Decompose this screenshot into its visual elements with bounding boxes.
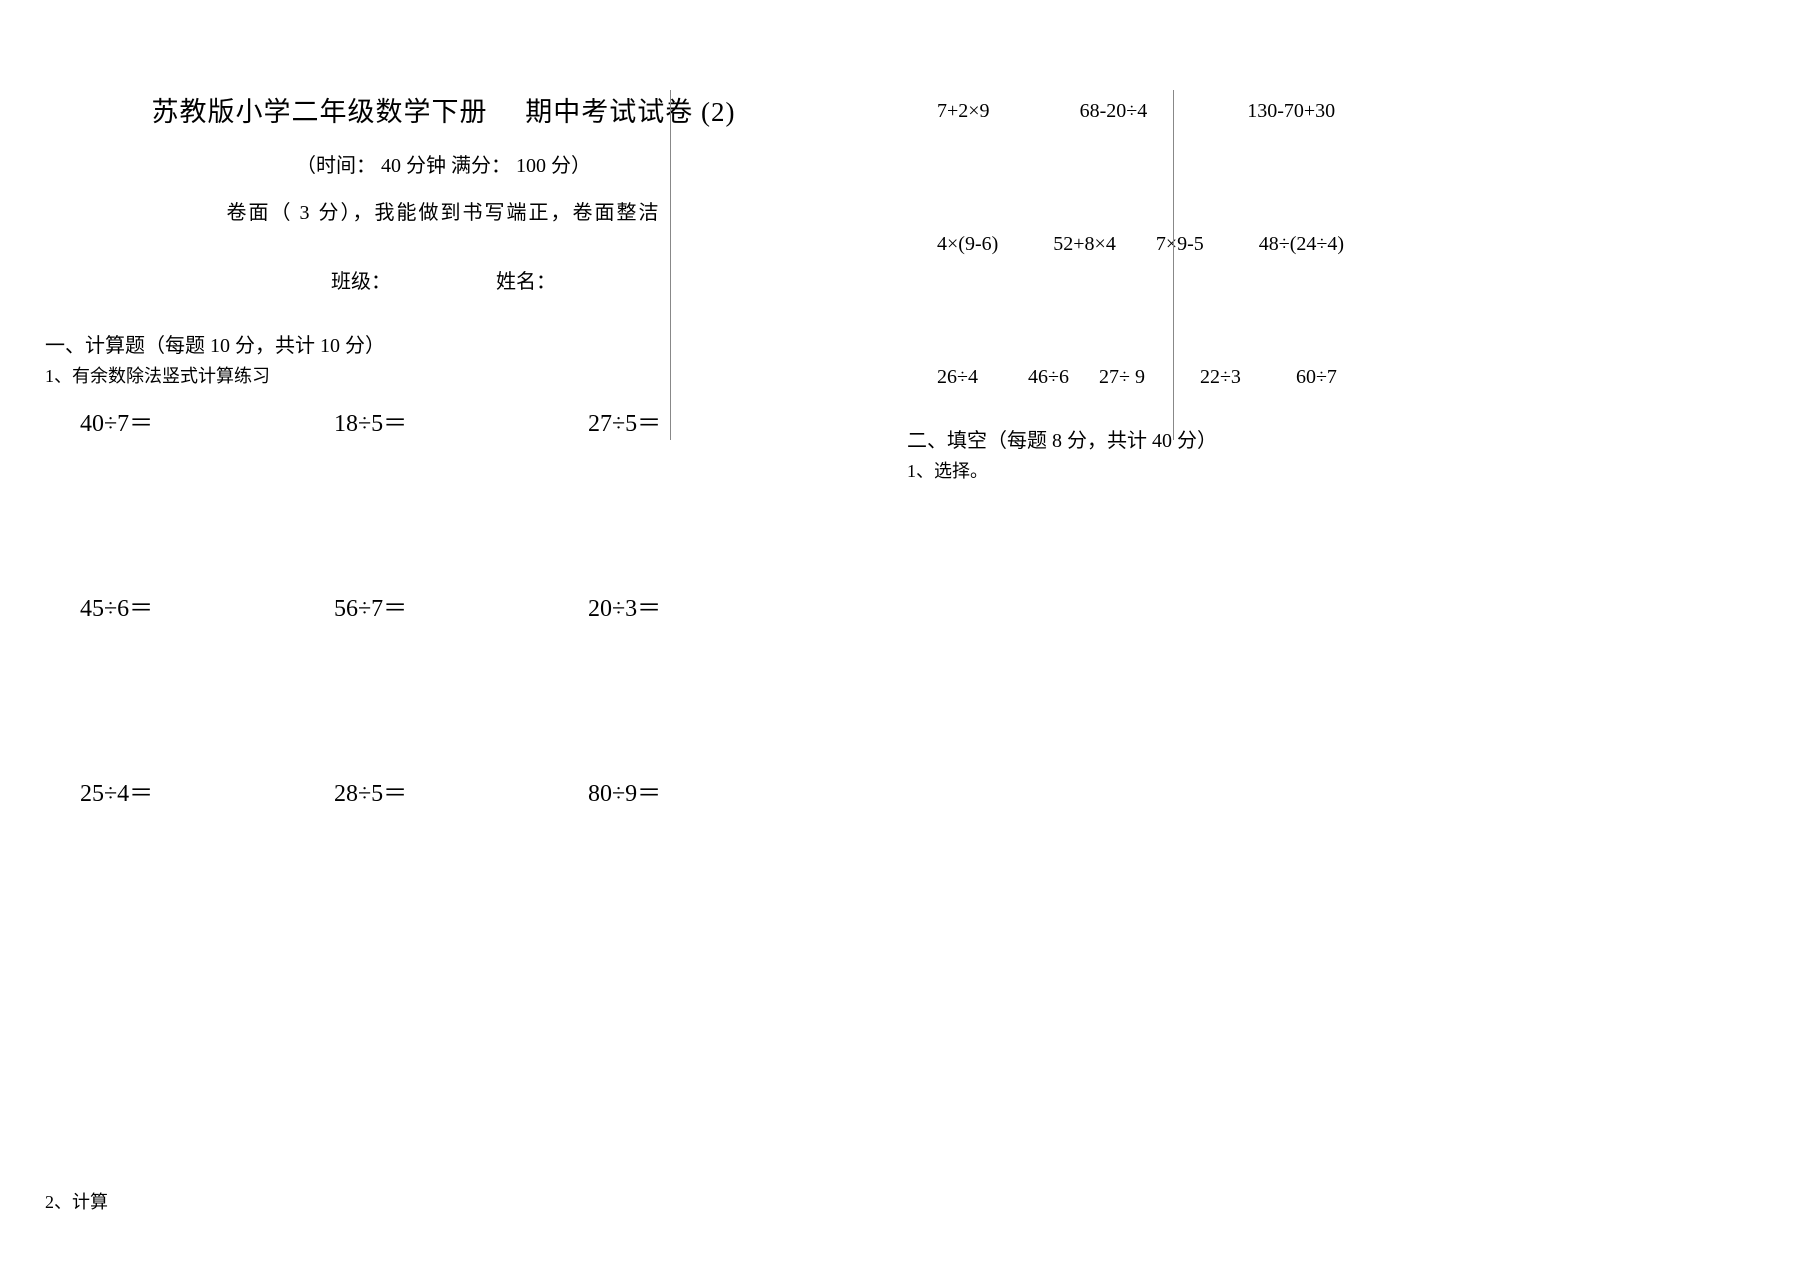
equation-cell: 7+2×9 [937, 100, 990, 123]
equation-cell: 26÷4 [937, 366, 978, 389]
column-divider-right [1173, 90, 1174, 440]
column-divider-left [670, 90, 671, 440]
right-equation-grid: 7+2×9 68-20÷4 130-70+30 4×(9-6) 52+8×4 7… [937, 100, 1744, 389]
section1-header: 一、计算题（每题 10 分，共计 10 分） [45, 329, 842, 358]
section1-sub1: 1、有余数除法竖式计算练习 [45, 362, 842, 388]
equation-cell: 40÷7＝ [80, 403, 334, 438]
equation-cell: 52+8×4 [1053, 233, 1116, 256]
left-equation-grid: 40÷7＝ 18÷5＝ 27÷5＝ 45÷6＝ 56÷7＝ 20÷3＝ 25÷4… [80, 403, 842, 808]
equation-cell: 46÷6 [1028, 366, 1069, 389]
equation-row: 40÷7＝ 18÷5＝ 27÷5＝ [80, 403, 842, 438]
document-title: 苏教版小学二年级数学下册 期中考试试卷 (2) [45, 90, 842, 129]
equation-cell: 18÷5＝ [334, 403, 588, 438]
subtitle: （时间： 40 分钟 满分： 100 分） [45, 149, 842, 178]
page-container: 苏教版小学二年级数学下册 期中考试试卷 (2) （时间： 40 分钟 满分： 1… [0, 0, 1804, 1274]
student-info-line: 班级： 姓名： [45, 265, 842, 294]
equation-cell: 56÷7＝ [334, 588, 588, 623]
section1-sub2: 2、计算 [45, 1188, 108, 1214]
equation-cell: 48÷(24÷4) [1259, 233, 1344, 256]
section2-header: 二、填空（每题 8 分，共计 40 分） [907, 424, 1744, 453]
title-sub: 期中考试试卷 (2) [525, 90, 735, 129]
equation-cell: 7×9-5 [1156, 233, 1204, 256]
equation-cell: 60÷7 [1296, 366, 1337, 389]
right-column: 7+2×9 68-20÷4 130-70+30 4×(9-6) 52+8×4 7… [902, 0, 1804, 1274]
equation-cell: 27÷ 9 [1099, 366, 1145, 389]
equation-cell: 28÷5＝ [334, 773, 588, 808]
section2-sub1: 1、选择。 [907, 457, 1744, 483]
name-label: 姓名： [496, 265, 556, 294]
equation-row: 25÷4＝ 28÷5＝ 80÷9＝ [80, 773, 842, 808]
equation-cell: 4×(9-6) [937, 233, 998, 256]
title-main: 苏教版小学二年级数学下册 [152, 90, 488, 129]
equation-cell: 130-70+30 [1247, 100, 1335, 123]
equation-row: 26÷4 46÷6 27÷ 9 22÷3 60÷7 [937, 366, 1744, 389]
instruction: 卷面（ 3 分），我能做到书写端正，卷面整洁 [45, 196, 842, 225]
equation-cell: 25÷4＝ [80, 773, 334, 808]
equation-cell: 80÷9＝ [588, 773, 842, 808]
equation-row: 7+2×9 68-20÷4 130-70+30 [937, 100, 1744, 123]
equation-row: 45÷6＝ 56÷7＝ 20÷3＝ [80, 588, 842, 623]
equation-cell: 20÷3＝ [588, 588, 842, 623]
equation-cell: 45÷6＝ [80, 588, 334, 623]
equation-cell: 68-20÷4 [1080, 100, 1148, 123]
equation-row: 4×(9-6) 52+8×4 7×9-5 48÷(24÷4) [937, 233, 1744, 256]
left-column: 苏教版小学二年级数学下册 期中考试试卷 (2) （时间： 40 分钟 满分： 1… [0, 0, 902, 1274]
equation-cell: 27÷5＝ [588, 403, 842, 438]
equation-cell: 22÷3 [1200, 366, 1241, 389]
class-label: 班级： [331, 265, 391, 294]
